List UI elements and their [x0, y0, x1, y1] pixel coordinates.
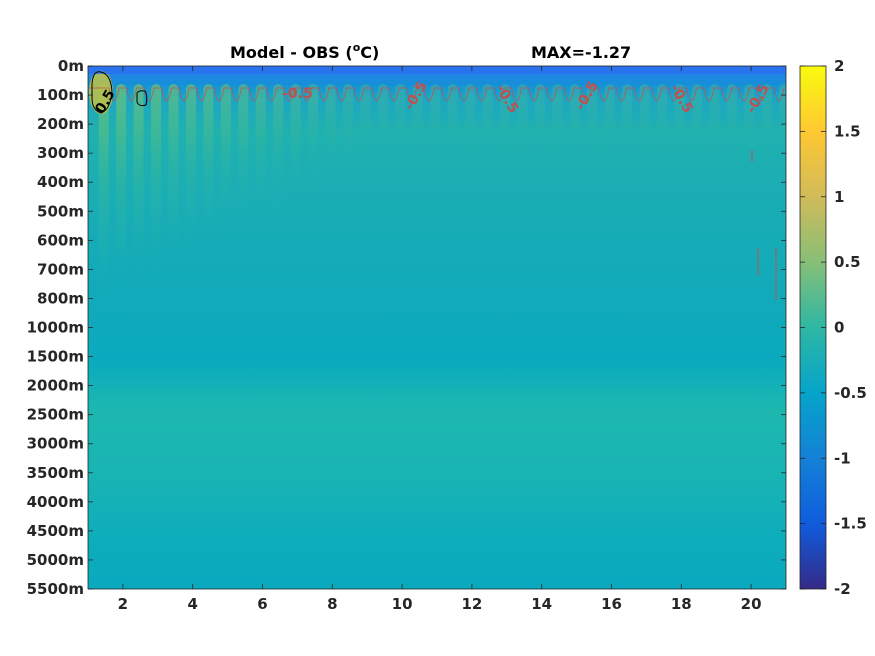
warm-plume: [622, 84, 633, 165]
x-axis: 2 4 6 8 10 12 14 16 18 20: [118, 66, 762, 613]
y-tick-label: 5500m: [27, 580, 84, 598]
warm-plume: [325, 84, 336, 183]
warm-plume: [744, 84, 755, 165]
x-tick-label: 6: [257, 595, 267, 613]
y-tick-label: 2500m: [27, 406, 84, 424]
y-tick-label: 500m: [37, 202, 84, 220]
y-tick-label: 4000m: [27, 493, 84, 511]
colorbar-ticks: 2 1.5 1 0.5 0 -0.5 -1 -1.5 -2: [800, 57, 867, 598]
x-tick-label: 16: [601, 595, 622, 613]
y-tick-label: 600m: [37, 231, 84, 249]
warm-plume: [220, 84, 231, 240]
warm-plume: [308, 84, 319, 193]
x-tick-label: 12: [461, 595, 482, 613]
colorbar-tick-label: 2: [834, 57, 844, 75]
y-tick-label: 3500m: [27, 464, 84, 482]
x-tick-label: 14: [531, 595, 552, 613]
warm-plume: [168, 84, 179, 268]
warm-plume: [395, 84, 406, 165]
warm-plume: [534, 84, 545, 165]
colorbar-tick-label: -0.5: [834, 384, 867, 402]
y-tick-label: 3000m: [27, 435, 84, 453]
x-tick-label: 2: [118, 595, 128, 613]
warm-plume: [430, 84, 441, 165]
y-tick-label: 1500m: [27, 348, 84, 366]
warm-plume: [726, 84, 737, 165]
warm-plume: [692, 84, 703, 165]
warm-plume: [238, 84, 249, 230]
chart-title: Model - OBS (oC): [230, 41, 379, 62]
warm-plume: [657, 84, 668, 165]
colorbar-tick-label: 0: [834, 319, 844, 337]
warm-plume: [98, 84, 109, 306]
y-tick-label: 1000m: [27, 319, 84, 337]
x-tick-label: 18: [671, 595, 692, 613]
warm-plume: [185, 84, 196, 259]
warm-plume: [343, 84, 354, 174]
x-tick-label: 8: [327, 595, 337, 613]
y-tick-label: 2000m: [27, 377, 84, 395]
colorbar-tick-label: 1: [834, 188, 844, 206]
y-tick-label: 800m: [37, 289, 84, 307]
x-tick-label: 10: [392, 595, 413, 613]
y-tick-label: 700m: [37, 260, 84, 278]
contour-0.5-small: [136, 90, 148, 107]
warm-plume: [465, 84, 476, 165]
colorbar-tick-label: 1.5: [834, 122, 861, 140]
warm-plume: [517, 84, 528, 165]
warm-plume: [151, 84, 162, 278]
colorbar-tick-label: -2: [834, 580, 851, 598]
warm-plume: [447, 84, 458, 165]
colorbar-tick-label: -1: [834, 449, 851, 467]
warm-plume: [552, 84, 563, 165]
warm-plume: [360, 84, 371, 165]
warm-plume: [587, 84, 598, 165]
warm-plumes: [89, 70, 786, 306]
contour-label: -0.5: [282, 86, 313, 102]
y-tick-label: 5000m: [27, 551, 84, 569]
warm-plume: [116, 84, 127, 297]
warm-plume: [482, 84, 493, 165]
y-tick-label: 200m: [37, 115, 84, 133]
warm-plume: [604, 84, 615, 165]
warm-plume: [569, 84, 580, 165]
warm-plume: [255, 84, 266, 221]
warm-plume: [674, 84, 685, 165]
warm-plume: [412, 84, 423, 165]
contour-minus-0.5: [88, 87, 785, 102]
y-axis: 0m 100m 200m 300m 400m 500m 600m 700m 800m 1000m 1…: [27, 57, 786, 598]
x-tick-label: 4: [187, 595, 197, 613]
y-tick-label: 0m: [58, 57, 84, 75]
warm-plume: [377, 84, 388, 165]
colorbar-tick-label: -1.5: [834, 515, 867, 533]
warm-plume: [133, 84, 144, 287]
y-tick-label: 4500m: [27, 522, 84, 540]
max-annotation: MAX=-1.27: [531, 43, 631, 62]
x-tick-label: 20: [741, 595, 762, 613]
warm-plume: [709, 84, 720, 165]
warm-plume: [203, 84, 214, 249]
y-tick-label: 300m: [37, 144, 84, 162]
warm-plume: [290, 84, 301, 202]
warm-plume: [639, 84, 650, 165]
warm-plume: [761, 84, 772, 165]
warm-plume: [273, 84, 284, 212]
contour-lines: [88, 71, 785, 300]
colorbar-tick-label: 0.5: [834, 253, 861, 271]
warm-plume: [500, 84, 511, 165]
y-tick-label: 100m: [37, 86, 84, 104]
warm-patch: [89, 70, 113, 114]
y-tick-label: 400m: [37, 173, 84, 191]
surface-cold-band: [88, 66, 786, 74]
contour-0.5: [91, 71, 113, 114]
plot-area: [88, 66, 786, 589]
